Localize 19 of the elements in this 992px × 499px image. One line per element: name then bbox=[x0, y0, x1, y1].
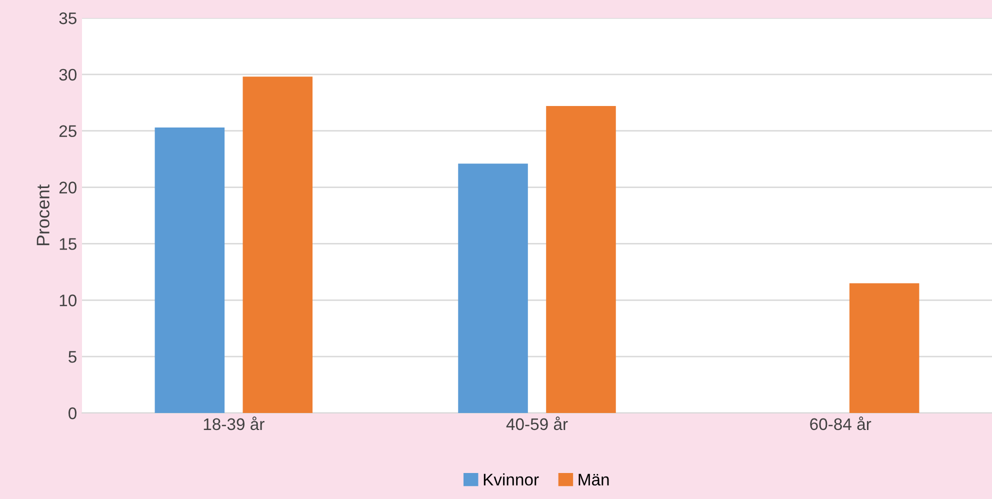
legend-label: Män bbox=[578, 474, 609, 486]
y-tick-label: 20 bbox=[59, 182, 76, 194]
y-tick-label: 15 bbox=[60, 238, 76, 250]
y-tick-label: 5 bbox=[68, 351, 76, 363]
y-tick-label: 10 bbox=[60, 294, 76, 306]
y-tick-label: 0 bbox=[68, 407, 76, 420]
bar bbox=[242, 76, 313, 413]
y-tick-label: 25 bbox=[59, 125, 76, 138]
bar bbox=[849, 283, 920, 413]
y-axis-title: Procent bbox=[36, 184, 50, 246]
y-tick-label: 30 bbox=[59, 68, 76, 81]
x-tick-label: 60-84 år bbox=[810, 416, 872, 430]
bar bbox=[154, 127, 225, 413]
bar bbox=[546, 106, 616, 413]
bar bbox=[458, 164, 528, 413]
x-tick-label: 18-39 år bbox=[204, 416, 264, 430]
y-tick-label: 35 bbox=[59, 12, 76, 24]
legend-label: Kvinnor bbox=[484, 473, 539, 486]
x-tick-label: 40-59 år bbox=[506, 416, 568, 430]
